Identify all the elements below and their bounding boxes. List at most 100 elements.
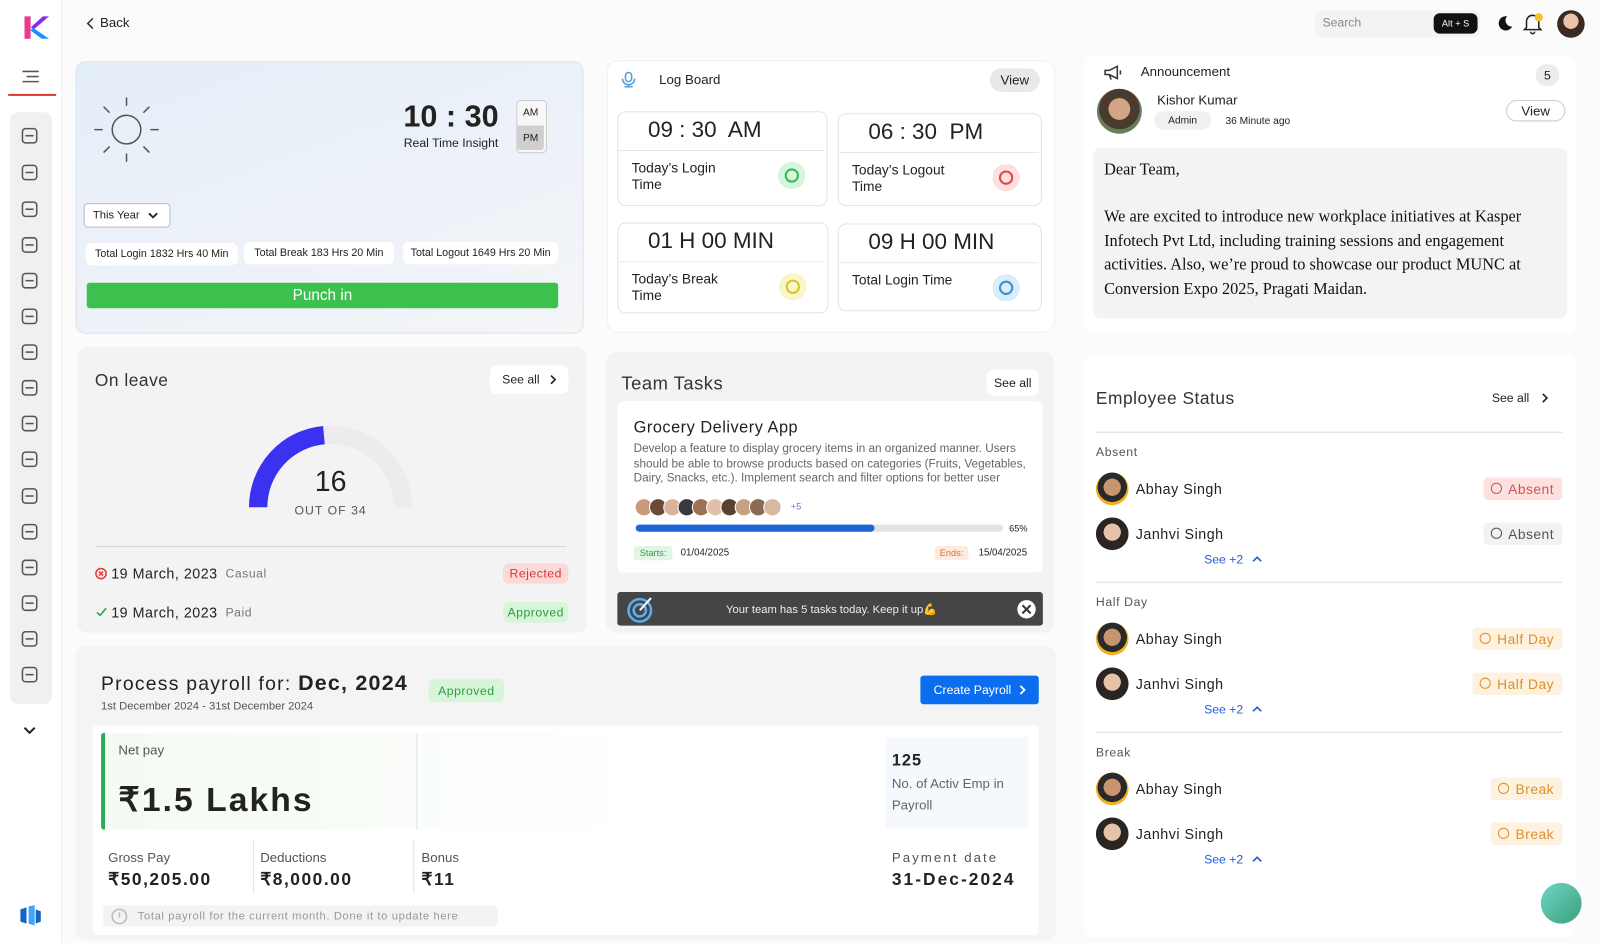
back-link[interactable]: Back xyxy=(99,14,130,31)
payroll-heading: Process payroll for: xyxy=(101,673,292,696)
leave-count: 16 xyxy=(314,465,347,498)
announcement-count: 5 xyxy=(1535,64,1560,86)
on-leave-card xyxy=(77,347,587,633)
leave-date: 19 March, 2023 xyxy=(111,565,218,582)
log-board-icon xyxy=(621,71,636,88)
task-description: Develop a feature to display grocery ite… xyxy=(633,442,1026,485)
gross-label: Gross Pay xyxy=(108,849,171,865)
divider xyxy=(253,839,255,894)
status-group-title: Break xyxy=(1095,745,1131,760)
status-icon xyxy=(1490,527,1502,539)
announcement-icon xyxy=(1104,65,1122,80)
task-card[interactable] xyxy=(617,401,1043,573)
leave-status: Rejected xyxy=(503,563,569,584)
chevron xyxy=(1019,685,1026,695)
payment-date-label: Payment date xyxy=(891,849,999,865)
nav-icon[interactable] xyxy=(21,127,38,144)
announcement-title: Announcement xyxy=(1140,63,1231,80)
period-select[interactable]: This Year xyxy=(83,203,171,228)
nav-icon[interactable] xyxy=(21,308,38,325)
task-name: Grocery Delivery App xyxy=(633,419,799,437)
bonus-label: Bonus xyxy=(421,849,460,865)
status-icon xyxy=(1479,632,1492,644)
progress-label: 65% xyxy=(1009,523,1028,534)
out-of-label: OUT OF xyxy=(294,503,347,518)
status-icon xyxy=(1498,782,1510,795)
nav-icon[interactable] xyxy=(21,344,38,361)
log-board-view[interactable]: View xyxy=(989,68,1040,92)
employee-status-badge: Absent xyxy=(1483,522,1563,546)
announcement-view[interactable]: View xyxy=(1506,100,1566,122)
nav-icon[interactable] xyxy=(21,523,38,540)
theme-toggle[interactable] xyxy=(1497,15,1513,31)
employee-status-badge: Half Day xyxy=(1472,627,1563,651)
chevron xyxy=(550,375,557,385)
banner-close[interactable] xyxy=(1016,599,1036,619)
see-more[interactable]: See +2 xyxy=(1204,852,1244,867)
employee-status-badge: Break xyxy=(1491,777,1563,801)
progress-fill xyxy=(635,524,875,532)
on-leave-title: On leave xyxy=(94,370,169,390)
see-more[interactable]: See +2 xyxy=(1204,552,1244,567)
nav-icon[interactable] xyxy=(21,666,38,683)
leave-total: OUT OF 34 xyxy=(294,503,366,517)
nav-expand[interactable] xyxy=(23,726,36,735)
stat-pill: Total Break 183 Hrs 20 Min xyxy=(243,241,394,265)
divider xyxy=(1095,431,1563,433)
employee-count-box xyxy=(885,736,1029,829)
nav-icon[interactable] xyxy=(21,237,38,253)
divider xyxy=(416,732,418,830)
notifications[interactable] xyxy=(1522,13,1543,35)
log-inner xyxy=(838,262,1039,309)
employee-avatar xyxy=(1095,472,1129,506)
see-all-text: See all xyxy=(502,372,540,387)
announcement-greeting: Dear Team, xyxy=(1104,161,1180,179)
punch-in-button[interactable]: Punch in xyxy=(86,282,559,309)
nav-icon[interactable] xyxy=(21,164,38,181)
nav-icon[interactable] xyxy=(21,595,38,612)
status-group-title: Half Day xyxy=(1095,595,1148,610)
pm-option[interactable]: PM xyxy=(517,125,544,151)
divider xyxy=(1095,581,1563,583)
employee-count-label: No. of Activ Emp in Payroll xyxy=(891,775,1004,813)
create-payroll-button[interactable]: Create Payroll xyxy=(920,675,1039,705)
user-avatar[interactable] xyxy=(1557,10,1585,38)
menu-toggle[interactable] xyxy=(22,69,39,83)
ends-date: 15/04/2025 xyxy=(978,547,1028,559)
payroll-title: Process payroll for: Dec, 2024 xyxy=(101,672,408,696)
nav-icon[interactable] xyxy=(21,201,38,218)
nav-icon[interactable] xyxy=(21,559,38,576)
log-label: Today’s Break Time xyxy=(631,271,718,303)
employee-status-title: Employee Status xyxy=(1095,388,1235,409)
log-inner xyxy=(838,152,1039,204)
nav-icon[interactable] xyxy=(21,415,38,432)
announcement-body-box xyxy=(1092,147,1568,319)
payroll-status: Approved xyxy=(428,678,505,703)
member-avatar xyxy=(763,498,782,517)
leave-gauge xyxy=(248,425,413,508)
banner-text: Your team has 5 tasks today. Keep it up💪 xyxy=(726,603,938,616)
on-leave-see-all[interactable]: See all xyxy=(489,365,569,394)
nav-icon[interactable] xyxy=(21,488,38,504)
nav-icon[interactable] xyxy=(21,272,38,289)
collapse-icon xyxy=(1252,556,1262,562)
log-label: Today’s Login Time xyxy=(631,160,716,192)
employee-status-see-all[interactable]: See all xyxy=(1491,390,1530,406)
nav-icon[interactable] xyxy=(21,451,38,468)
payroll-month: Dec, 2024 xyxy=(298,671,408,696)
nav-icon[interactable] xyxy=(21,379,38,396)
leave-date: 19 March, 2023 xyxy=(111,604,218,621)
employee-avatar xyxy=(1095,667,1129,701)
help-fab[interactable] xyxy=(1540,882,1582,924)
collapse-icon xyxy=(1252,856,1262,862)
employee-name: Janhvi Singh xyxy=(1135,825,1224,842)
team-tasks-see-all[interactable]: See all xyxy=(986,369,1039,396)
log-icon xyxy=(992,164,1020,191)
employee-status: Absent xyxy=(1508,526,1555,542)
nav-icon[interactable] xyxy=(21,630,38,647)
author-avatar xyxy=(1096,88,1142,134)
am-option[interactable]: AM xyxy=(522,107,539,119)
see-more[interactable]: See +2 xyxy=(1204,702,1244,717)
deductions-value: ₹8,000.00 xyxy=(260,869,353,889)
employee-status: Half Day xyxy=(1497,676,1555,692)
